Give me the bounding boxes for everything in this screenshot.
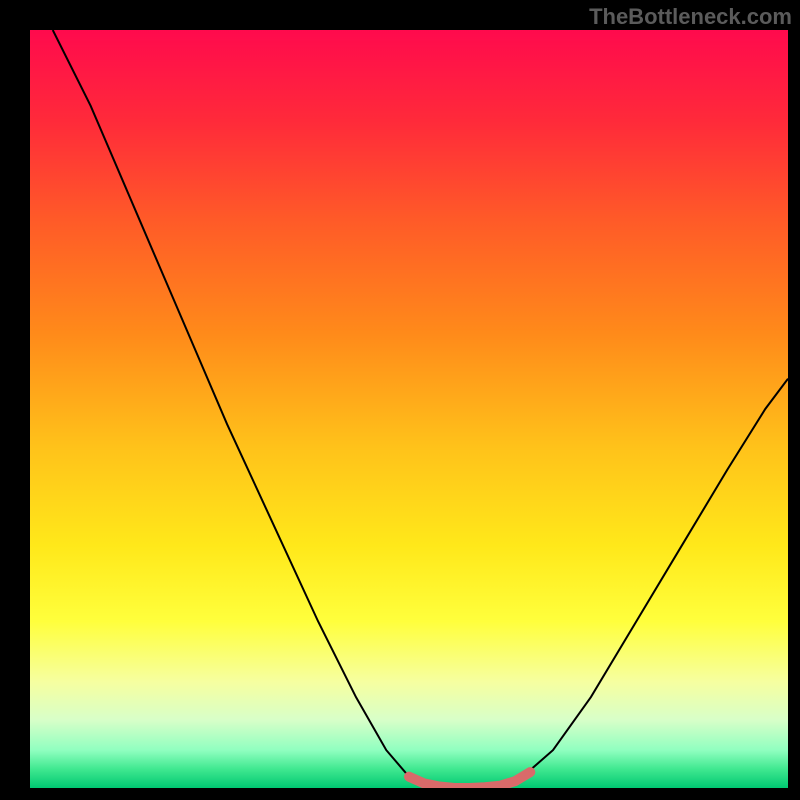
plot-area xyxy=(30,30,788,788)
gradient-background xyxy=(30,30,788,788)
chart-frame: TheBottleneck.com xyxy=(0,0,800,800)
watermark-text: TheBottleneck.com xyxy=(589,4,792,30)
